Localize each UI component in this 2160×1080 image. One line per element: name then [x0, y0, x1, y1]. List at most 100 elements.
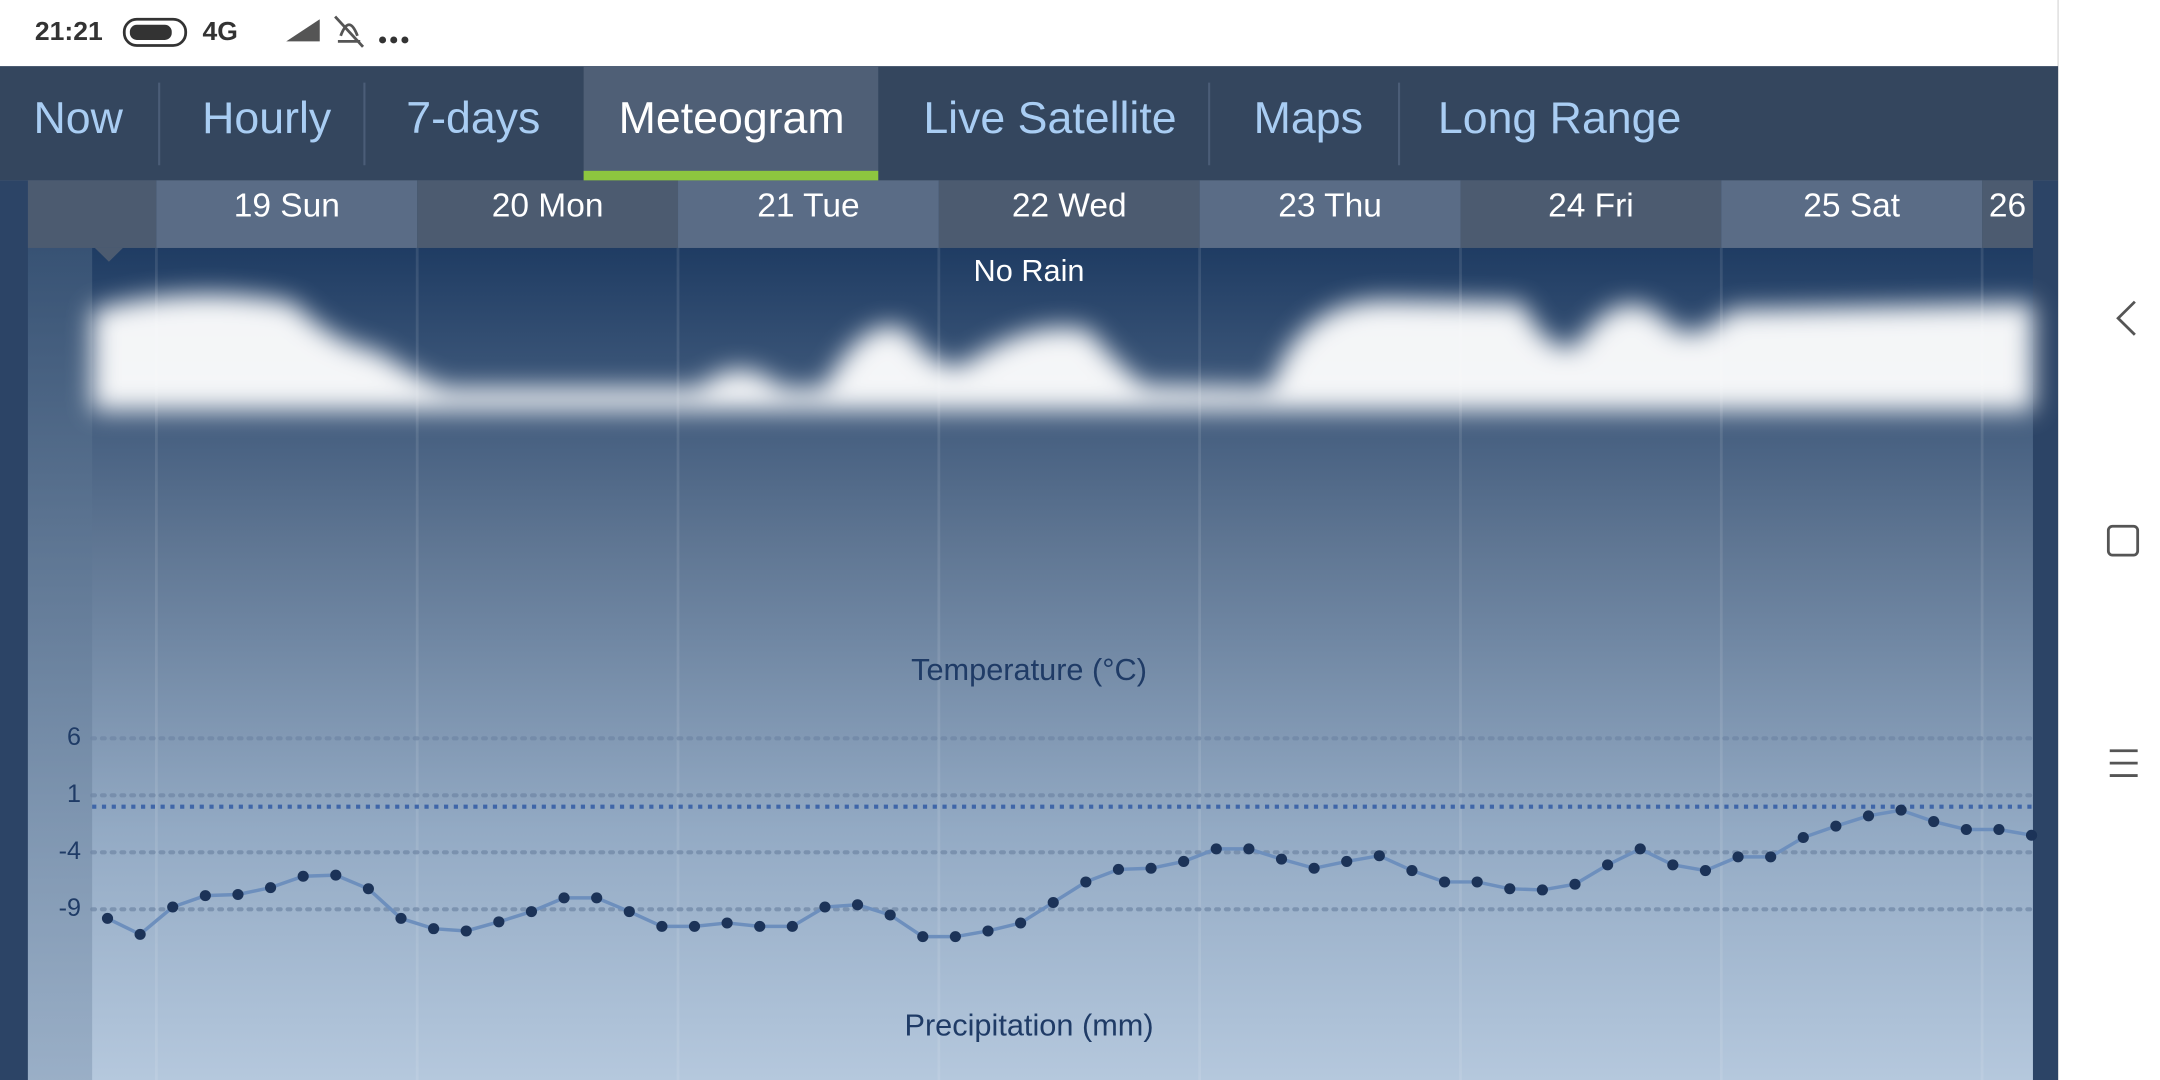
temperature-point — [1438, 876, 1451, 888]
temperature-point — [1830, 820, 1842, 832]
more-icon — [379, 36, 409, 44]
temperature-point — [525, 906, 538, 918]
day-header-blank — [27, 180, 157, 248]
day-label: 20 Mon — [492, 188, 604, 225]
battery-icon — [122, 17, 188, 47]
temperature-point — [1928, 816, 1940, 828]
menu-button[interactable] — [2109, 749, 2138, 777]
day-label: 26 — [1989, 188, 2026, 225]
temperature-point — [1112, 863, 1125, 875]
day-label: 23 Thu — [1278, 188, 1382, 225]
day-header — [938, 180, 1200, 248]
temperature-point — [1275, 853, 1288, 865]
day-header — [1721, 180, 1983, 248]
temperature-point — [1080, 876, 1092, 888]
day-label: 19 Sun — [234, 188, 340, 225]
tab-separators — [158, 82, 1401, 166]
tab-indicator — [583, 170, 879, 181]
temperature-point — [1667, 859, 1679, 871]
temperature-point — [949, 931, 961, 943]
tab-bar — [0, 66, 2059, 181]
axis-strip — [27, 180, 93, 1080]
temperature-point — [851, 899, 864, 911]
day-header — [678, 180, 939, 248]
temperature-point — [1015, 917, 1027, 929]
y-tick-label: -4 — [59, 837, 81, 865]
temperature-point — [1471, 876, 1483, 888]
day-label: 24 Fri — [1548, 188, 1634, 225]
temperature-point — [917, 931, 929, 943]
day-label: 25 Sat — [1803, 188, 1900, 225]
temperature-point — [721, 917, 733, 929]
temperature-point — [1504, 883, 1516, 895]
tab[interactable]: 7-days — [406, 94, 540, 143]
tab-selected-bg — [583, 66, 879, 181]
temperature-point — [1862, 810, 1875, 822]
temperature-point — [1536, 884, 1548, 896]
temperature-line — [106, 808, 2032, 939]
temperature-point — [1895, 804, 1907, 816]
temperature-point — [1765, 851, 1777, 863]
temperature-point — [199, 890, 211, 902]
home-button[interactable] — [2106, 524, 2140, 557]
precipitation-label: Precipitation (mm) — [904, 1009, 1153, 1043]
pointer — [94, 247, 123, 262]
temperature-point — [1960, 824, 1972, 836]
temperature-point — [1308, 862, 1320, 874]
temperature-point — [1210, 843, 1222, 855]
signal-icon — [286, 19, 320, 42]
temperature-point — [786, 920, 798, 932]
day-header — [1460, 180, 1722, 248]
temperature-point — [101, 912, 114, 924]
temperature-point — [232, 888, 244, 900]
day-header — [1199, 180, 1461, 248]
tab[interactable]: Live Satellite — [923, 94, 1176, 143]
battery-level — [129, 24, 172, 40]
temperature-point — [134, 928, 146, 940]
temperature-point — [1406, 865, 1418, 877]
y-tick-label: -9 — [59, 894, 81, 922]
temperature-point — [264, 882, 277, 894]
day-label: 21 Tue — [757, 188, 859, 225]
temperature-point — [493, 916, 505, 928]
temperature-point — [2025, 829, 2038, 841]
tab[interactable]: Meteogram — [619, 94, 845, 143]
temperature-point — [1993, 824, 2005, 836]
temperature-point — [1602, 859, 1614, 871]
chart-title: Temperature (°C) — [911, 653, 1147, 687]
temperature-point — [167, 901, 179, 913]
tab[interactable]: Now — [34, 94, 124, 143]
temperature-point — [819, 901, 831, 913]
temperature-point — [1634, 843, 1646, 855]
tab[interactable]: Maps — [1254, 94, 1363, 143]
temperature-point — [1047, 896, 1059, 908]
temperature-point — [428, 923, 440, 935]
rain-label: No Rain — [974, 254, 1085, 288]
back-button[interactable] — [2116, 300, 2136, 336]
temperature-point — [1569, 878, 1581, 890]
temperature-point — [1341, 855, 1353, 867]
mute-icon — [334, 15, 365, 48]
temperature-point — [982, 925, 994, 937]
clouds — [92, 294, 2033, 411]
temperature-point — [330, 869, 342, 881]
temperature-point — [460, 925, 472, 937]
temperature-point — [297, 870, 309, 882]
temperature-point — [884, 909, 896, 921]
y-tick-label: 6 — [67, 723, 81, 751]
tab[interactable]: Hourly — [202, 94, 332, 143]
temperature-point — [591, 892, 603, 904]
status-time: 21:21 — [35, 16, 103, 46]
temperature-point — [1178, 855, 1190, 867]
temperature-point — [754, 920, 766, 932]
day-header — [156, 180, 418, 248]
temperature-point — [1699, 865, 1712, 877]
temperature-point — [623, 906, 635, 918]
tab[interactable]: Long Range — [1438, 94, 1681, 143]
network-type: 4G — [202, 16, 237, 46]
day-header — [417, 180, 679, 248]
temperature-point — [1797, 831, 1809, 844]
day-label: 22 Wed — [1012, 188, 1127, 225]
temperature-point — [1145, 862, 1157, 874]
